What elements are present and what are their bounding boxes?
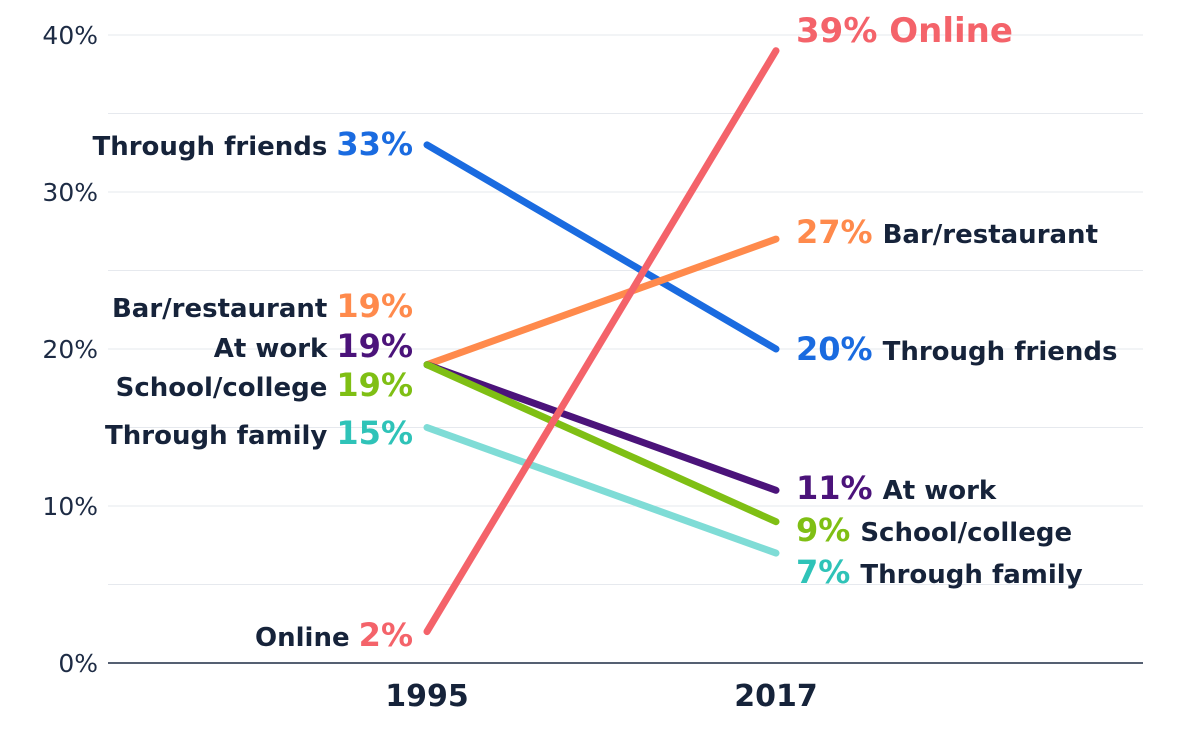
end-label-name: School/college [860,518,1072,548]
y-axis: 0% 10% 20% 30% 40% [42,21,98,678]
y-tick-label: 30% [42,178,98,207]
start-label-name: At work [214,334,337,364]
series-line-at-work [423,361,780,494]
end-label-value: 20% [796,330,873,368]
y-tick-label: 0% [58,649,98,678]
end-label-name: At work [883,476,997,506]
start-label-through-family: Through family 15% [105,414,413,452]
series-line-through-family [423,424,780,557]
start-label-name: Through family [105,421,336,451]
series-line-online [423,47,780,636]
x-tick-label: 2017 [734,679,818,714]
start-label-name: Online [255,623,359,653]
series-line-through-friends [423,141,780,353]
series-line-school-college [423,361,780,526]
end-label-value: 9% [796,511,850,549]
y-tick-label: 10% [42,492,98,521]
start-label-value: 19% [336,366,413,404]
end-label-bar-restaurant: 27% Bar/restaurant [796,213,1098,251]
end-label-name: Through friends [883,337,1118,367]
end-label-value: 39% Online [796,11,1013,51]
y-tick-label: 40% [42,21,98,50]
series-lines [423,47,780,636]
start-label-through-friends: Through friends 33% [92,125,413,163]
end-label-through-family: 7% Through family [796,553,1083,591]
end-label-value: 7% [796,553,850,591]
start-label-bar-restaurant: Bar/restaurant 19% [112,287,413,325]
end-label-online: 39% Online [796,11,1013,51]
start-label-value: 15% [336,414,413,452]
grid-lines [108,34,1143,585]
start-label-value: 19% [336,287,413,325]
start-label-value: 2% [359,616,413,654]
y-tick-label: 20% [42,335,98,364]
end-label-through-friends: 20% Through friends [796,330,1117,368]
start-label-at-work: At work 19% [214,327,413,365]
end-label-school-college: 9% School/college [796,511,1072,549]
end-label-value: 11% [796,469,873,507]
start-label-name: Through friends [92,132,336,162]
start-label-school-college: School/college 19% [116,366,413,404]
start-label-name: School/college [116,373,337,403]
series-line-bar-restaurant [423,235,780,369]
start-label-online: Online 2% [255,616,413,654]
x-tick-label: 1995 [385,679,469,714]
start-label-value: 33% [336,125,413,163]
start-label-name: Bar/restaurant [112,294,336,324]
start-label-value: 19% [336,327,413,365]
end-label-name: Bar/restaurant [883,220,1098,250]
x-axis: 1995 2017 [108,662,1143,714]
series-labels: Through friends 33% 20% Through friends Bar… [92,11,1117,654]
end-label-at-work: 11% At work [796,469,997,507]
end-label-value: 27% [796,213,873,251]
end-label-name: Through family [860,560,1082,590]
